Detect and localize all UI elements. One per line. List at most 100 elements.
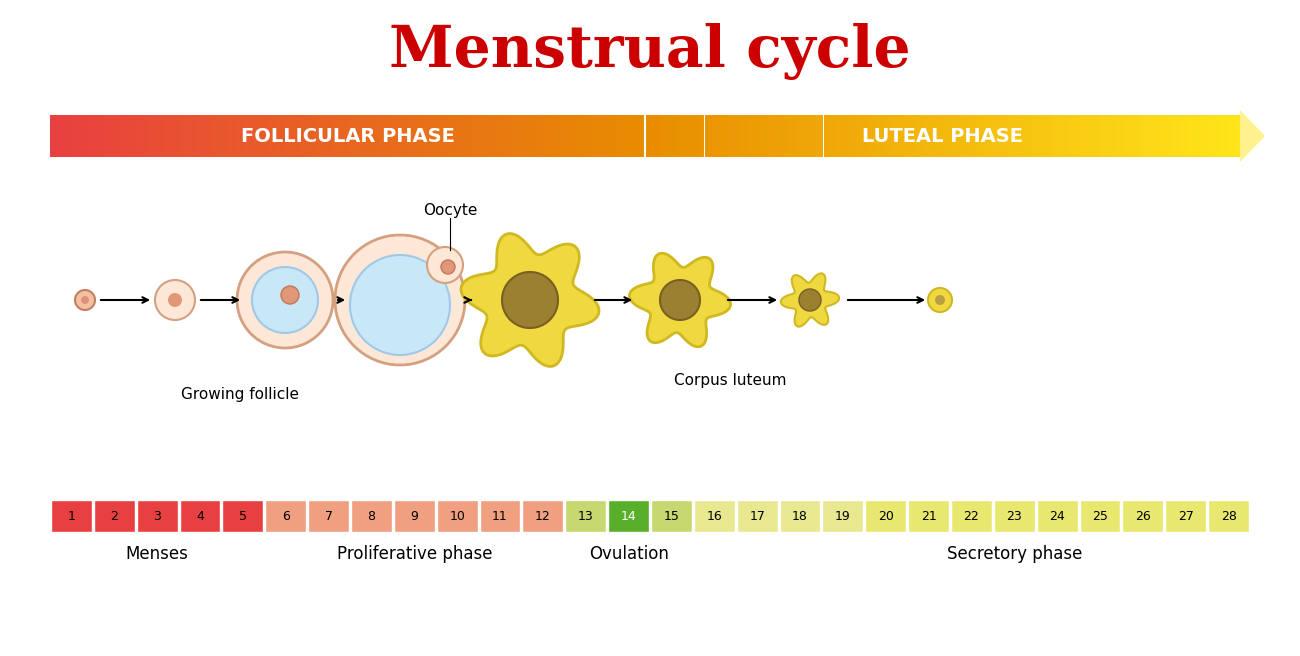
- Polygon shape: [1070, 115, 1074, 157]
- Text: Secretory phase: Secretory phase: [946, 545, 1082, 563]
- Polygon shape: [82, 115, 86, 157]
- Polygon shape: [117, 115, 121, 157]
- Polygon shape: [1204, 115, 1208, 157]
- Text: 27: 27: [1178, 510, 1193, 522]
- Polygon shape: [471, 115, 474, 157]
- FancyBboxPatch shape: [351, 500, 391, 532]
- Polygon shape: [455, 115, 459, 157]
- Text: Menses: Menses: [126, 545, 188, 563]
- Circle shape: [441, 260, 455, 274]
- Polygon shape: [1078, 115, 1082, 157]
- Polygon shape: [803, 115, 807, 157]
- Polygon shape: [229, 115, 233, 157]
- Polygon shape: [764, 115, 768, 157]
- Polygon shape: [1176, 115, 1180, 157]
- Polygon shape: [660, 115, 664, 157]
- Text: 6: 6: [282, 510, 290, 522]
- Polygon shape: [459, 115, 463, 157]
- Polygon shape: [296, 115, 300, 157]
- Polygon shape: [1014, 115, 1018, 157]
- Polygon shape: [1041, 115, 1045, 157]
- Polygon shape: [815, 115, 819, 157]
- Polygon shape: [411, 115, 415, 157]
- Polygon shape: [1105, 115, 1109, 157]
- Polygon shape: [811, 115, 815, 157]
- FancyBboxPatch shape: [51, 500, 92, 532]
- FancyBboxPatch shape: [437, 500, 477, 532]
- Polygon shape: [844, 115, 848, 157]
- Polygon shape: [74, 115, 78, 157]
- Polygon shape: [1208, 115, 1212, 157]
- Polygon shape: [237, 115, 240, 157]
- Polygon shape: [1037, 115, 1041, 157]
- FancyBboxPatch shape: [222, 500, 264, 532]
- Polygon shape: [633, 115, 637, 157]
- Polygon shape: [467, 115, 471, 157]
- Polygon shape: [983, 115, 987, 157]
- FancyBboxPatch shape: [394, 500, 434, 532]
- Polygon shape: [744, 115, 747, 157]
- Polygon shape: [1082, 115, 1086, 157]
- Polygon shape: [784, 115, 788, 157]
- Polygon shape: [1236, 115, 1240, 157]
- Polygon shape: [204, 115, 209, 157]
- Polygon shape: [649, 115, 653, 157]
- Polygon shape: [482, 115, 486, 157]
- Polygon shape: [248, 115, 252, 157]
- Polygon shape: [705, 115, 708, 157]
- Text: 23: 23: [1006, 510, 1022, 522]
- Polygon shape: [1161, 115, 1165, 157]
- Polygon shape: [558, 115, 562, 157]
- Polygon shape: [898, 115, 902, 157]
- Polygon shape: [283, 115, 289, 157]
- Polygon shape: [474, 115, 478, 157]
- Polygon shape: [328, 115, 332, 157]
- Polygon shape: [598, 115, 602, 157]
- Polygon shape: [819, 115, 823, 157]
- Polygon shape: [462, 234, 599, 367]
- Polygon shape: [618, 115, 621, 157]
- Polygon shape: [788, 115, 792, 157]
- Polygon shape: [1228, 115, 1232, 157]
- Polygon shape: [192, 115, 196, 157]
- Polygon shape: [264, 115, 268, 157]
- Polygon shape: [1113, 115, 1117, 157]
- Polygon shape: [1002, 115, 1006, 157]
- Text: 28: 28: [1221, 510, 1236, 522]
- Polygon shape: [720, 115, 724, 157]
- Polygon shape: [292, 115, 296, 157]
- Polygon shape: [919, 115, 923, 157]
- Polygon shape: [272, 115, 276, 157]
- Text: 3: 3: [153, 510, 161, 522]
- FancyBboxPatch shape: [866, 500, 906, 532]
- Polygon shape: [562, 115, 566, 157]
- Polygon shape: [320, 115, 324, 157]
- FancyBboxPatch shape: [480, 500, 520, 532]
- Text: Ovulation: Ovulation: [589, 545, 668, 563]
- Text: 10: 10: [450, 510, 465, 522]
- Polygon shape: [946, 115, 950, 157]
- Polygon shape: [768, 115, 772, 157]
- Polygon shape: [368, 115, 372, 157]
- Polygon shape: [701, 115, 705, 157]
- Polygon shape: [129, 115, 134, 157]
- FancyBboxPatch shape: [737, 500, 777, 532]
- Polygon shape: [244, 115, 248, 157]
- Circle shape: [426, 247, 463, 283]
- FancyBboxPatch shape: [265, 500, 306, 532]
- Polygon shape: [871, 115, 875, 157]
- Polygon shape: [256, 115, 260, 157]
- Polygon shape: [173, 115, 177, 157]
- Polygon shape: [828, 115, 832, 157]
- Polygon shape: [753, 115, 757, 157]
- Polygon shape: [185, 115, 188, 157]
- Polygon shape: [422, 115, 426, 157]
- Text: 17: 17: [749, 510, 766, 522]
- Polygon shape: [625, 115, 629, 157]
- Polygon shape: [351, 115, 355, 157]
- Polygon shape: [1180, 115, 1184, 157]
- Polygon shape: [384, 115, 387, 157]
- FancyBboxPatch shape: [1079, 500, 1121, 532]
- Polygon shape: [781, 274, 838, 327]
- Polygon shape: [585, 115, 589, 157]
